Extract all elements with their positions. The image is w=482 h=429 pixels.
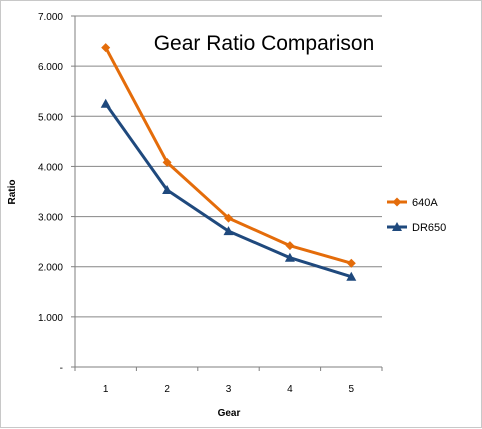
y-tick-label: 4.000 (38, 162, 63, 173)
data-point-640a (285, 241, 295, 251)
data-point-dr650 (284, 252, 295, 262)
data-point-dr650 (100, 98, 111, 108)
x-tick-label: 4 (287, 384, 293, 395)
series-line-dr650 (104, 102, 352, 279)
y-tick-label: - (60, 363, 63, 374)
legend-marker-640a (392, 197, 402, 207)
data-point-640a (224, 213, 233, 223)
x-tick-label: 3 (226, 384, 232, 395)
data-point-dr650 (223, 226, 234, 236)
y-axis-title: Ratio (7, 180, 18, 205)
axes (74, 16, 382, 368)
legend: 640A DR650 (387, 197, 446, 234)
data-point-640a (101, 43, 111, 53)
x-tick-label: 1 (103, 384, 109, 395)
y-tick-label: 7.000 (38, 12, 63, 23)
y-tick-label: 5.000 (38, 112, 63, 123)
x-tick-label: 2 (164, 384, 170, 395)
data-point-640a (162, 157, 172, 167)
series-layer (100, 43, 357, 281)
data-point-640a (346, 258, 356, 268)
x-tick-label: 5 (349, 384, 355, 395)
data-point-dr650 (162, 184, 173, 194)
data-point-dr650 (346, 271, 357, 281)
x-axis-title: Gear (218, 408, 241, 419)
x-tick-labels: 1 2 3 4 5 (74, 367, 383, 395)
legend-label-640a: 640A (412, 197, 438, 209)
y-tick-label: 3.000 (38, 213, 63, 224)
y-tick-label: 2.000 (38, 263, 63, 274)
legend-label-dr650: DR650 (412, 222, 446, 234)
y-tick-label: 1.000 (38, 313, 63, 324)
y-tick-labels: - 1.000 2.000 3.000 4.000 5.000 6.000 7.000 (38, 12, 75, 374)
chart-title: Gear Ratio Comparison (154, 32, 375, 55)
y-tick-label: 6.000 (38, 62, 63, 73)
legend-marker-dr650 (392, 222, 402, 231)
